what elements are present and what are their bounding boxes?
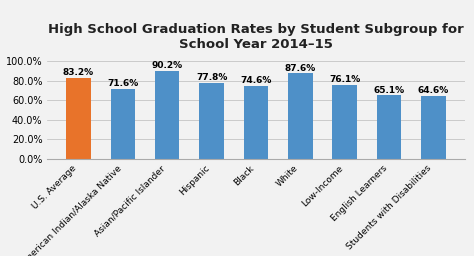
Title: High School Graduation Rates by Student Subgroup for
School Year 2014–15: High School Graduation Rates by Student … bbox=[48, 23, 464, 51]
Bar bbox=[244, 86, 268, 159]
Text: 64.6%: 64.6% bbox=[418, 86, 449, 95]
Text: 83.2%: 83.2% bbox=[63, 68, 94, 77]
Text: 76.1%: 76.1% bbox=[329, 75, 360, 84]
Text: 77.8%: 77.8% bbox=[196, 73, 228, 82]
Bar bbox=[155, 71, 180, 159]
Text: 74.6%: 74.6% bbox=[240, 77, 272, 86]
Bar bbox=[288, 73, 312, 159]
Bar bbox=[421, 96, 446, 159]
Bar bbox=[377, 95, 401, 159]
Text: 90.2%: 90.2% bbox=[152, 61, 183, 70]
Text: 71.6%: 71.6% bbox=[107, 79, 138, 88]
Bar bbox=[200, 83, 224, 159]
Bar bbox=[111, 89, 135, 159]
Text: 87.6%: 87.6% bbox=[285, 64, 316, 73]
Text: 65.1%: 65.1% bbox=[374, 86, 405, 95]
Bar bbox=[66, 78, 91, 159]
Bar bbox=[332, 84, 357, 159]
